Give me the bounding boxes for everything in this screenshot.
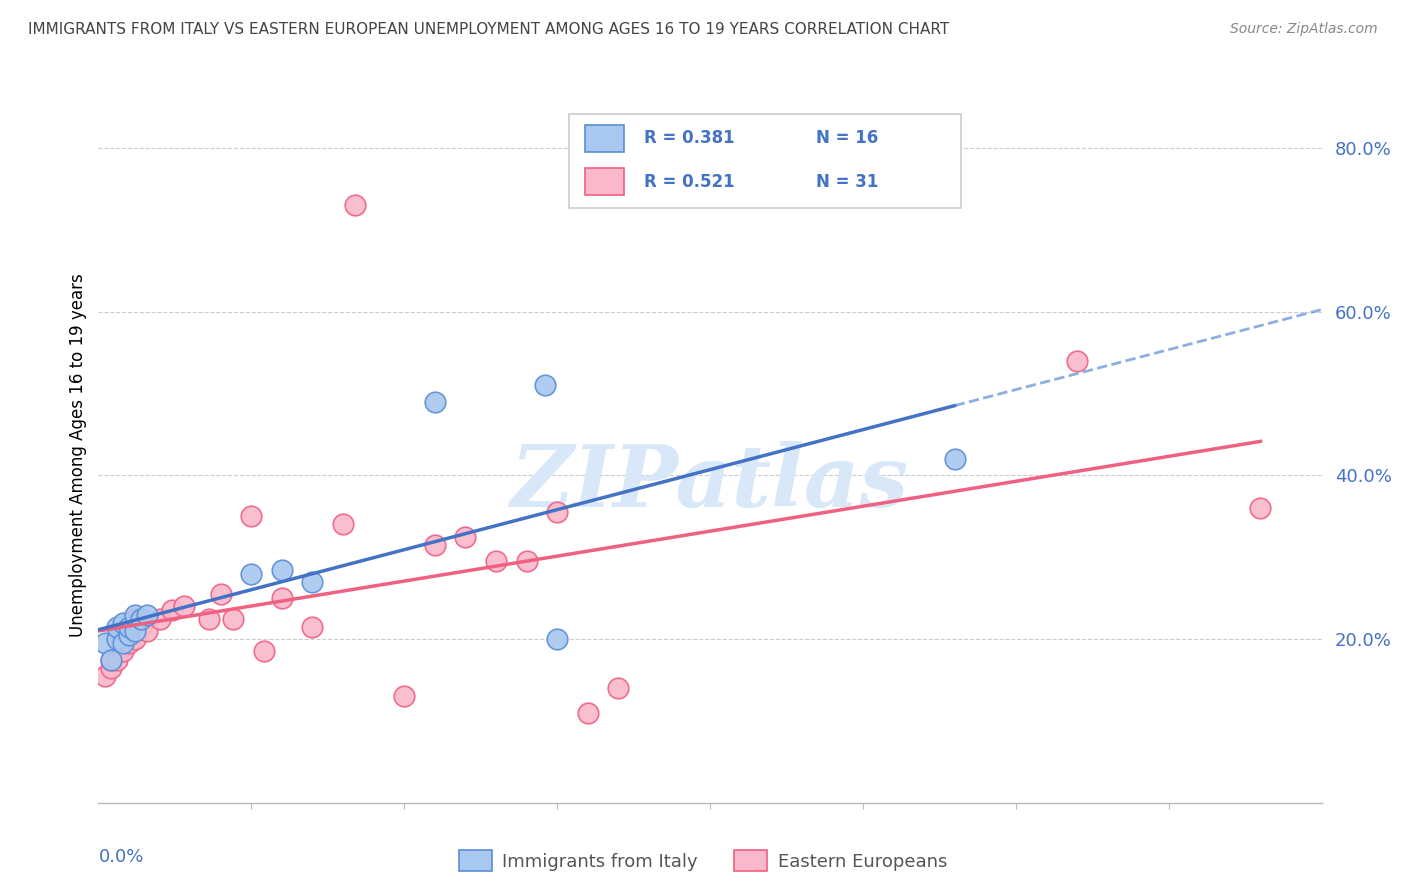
Text: Source: ZipAtlas.com: Source: ZipAtlas.com: [1230, 22, 1378, 37]
Point: [301, 574, 323, 589]
Point: [160, 603, 183, 617]
Point: [240, 566, 263, 581]
Point: [124, 624, 146, 638]
Point: [516, 554, 538, 568]
Point: [546, 632, 568, 646]
Text: IMMIGRANTS FROM ITALY VS EASTERN EUROPEAN UNEMPLOYMENT AMONG AGES 16 TO 19 YEARS: IMMIGRANTS FROM ITALY VS EASTERN EUROPEA…: [28, 22, 949, 37]
Point: [607, 681, 630, 696]
Point: [124, 612, 146, 626]
Point: [111, 615, 134, 630]
Point: [105, 620, 128, 634]
Point: [111, 632, 134, 646]
Point: [1249, 501, 1271, 516]
Point: [576, 706, 599, 720]
Point: [118, 620, 141, 634]
Point: [197, 612, 219, 626]
Point: [534, 378, 557, 392]
Point: [270, 591, 292, 606]
Point: [344, 198, 367, 212]
Point: [118, 628, 141, 642]
Text: 0.0%: 0.0%: [98, 848, 143, 866]
Point: [301, 620, 323, 634]
Y-axis label: Unemployment Among Ages 16 to 19 years: Unemployment Among Ages 16 to 19 years: [69, 273, 87, 637]
Point: [129, 620, 152, 634]
Point: [149, 612, 172, 626]
Point: [124, 632, 146, 646]
Point: [118, 615, 141, 630]
Point: [423, 394, 446, 409]
Point: [270, 562, 292, 576]
Point: [111, 644, 134, 658]
Point: [93, 669, 115, 683]
Point: [252, 644, 274, 658]
Point: [485, 554, 508, 568]
Point: [1066, 353, 1088, 368]
Point: [100, 661, 122, 675]
Point: [546, 505, 568, 519]
Point: [136, 607, 159, 622]
Point: [332, 517, 354, 532]
Point: [93, 636, 115, 650]
Point: [105, 652, 128, 666]
Legend: Immigrants from Italy, Eastern Europeans: Immigrants from Italy, Eastern Europeans: [451, 843, 955, 879]
Point: [100, 652, 122, 666]
Text: ZIPatlas: ZIPatlas: [510, 441, 910, 524]
Point: [173, 599, 195, 614]
Point: [118, 636, 141, 650]
Point: [129, 612, 152, 626]
Point: [222, 612, 245, 626]
Point: [124, 607, 146, 622]
Point: [105, 632, 128, 646]
Point: [240, 509, 263, 524]
Point: [423, 538, 446, 552]
Point: [209, 587, 232, 601]
Point: [392, 690, 416, 704]
Point: [111, 636, 134, 650]
Point: [105, 632, 128, 646]
Point: [100, 652, 122, 666]
Point: [136, 624, 159, 638]
Point: [943, 452, 966, 467]
Point: [454, 530, 477, 544]
